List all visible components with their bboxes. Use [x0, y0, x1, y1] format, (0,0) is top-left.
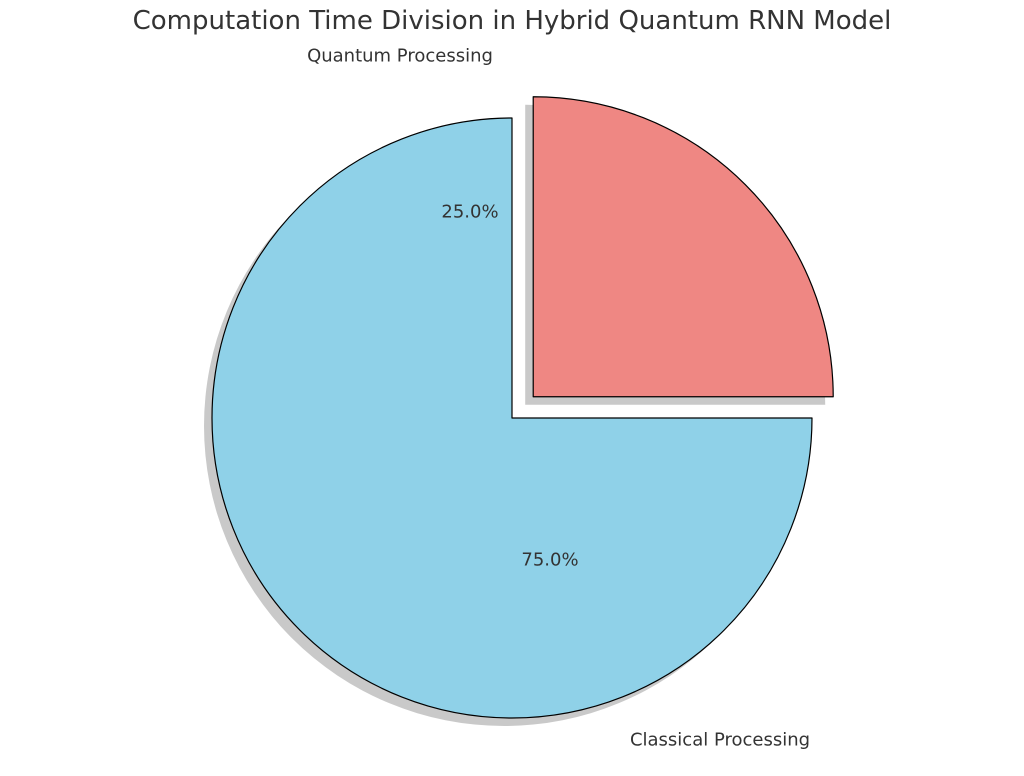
pie-chart-container: Computation Time Division in Hybrid Quan…: [0, 0, 1024, 776]
pie-svg: [0, 0, 1024, 776]
pie-slice-0: [533, 97, 833, 397]
slice-pct-quantum: 25.0%: [441, 202, 498, 223]
slice-pct-classical: 75.0%: [521, 550, 578, 571]
slice-label-quantum: Quantum Processing: [307, 46, 493, 67]
slice-label-classical: Classical Processing: [630, 730, 810, 751]
